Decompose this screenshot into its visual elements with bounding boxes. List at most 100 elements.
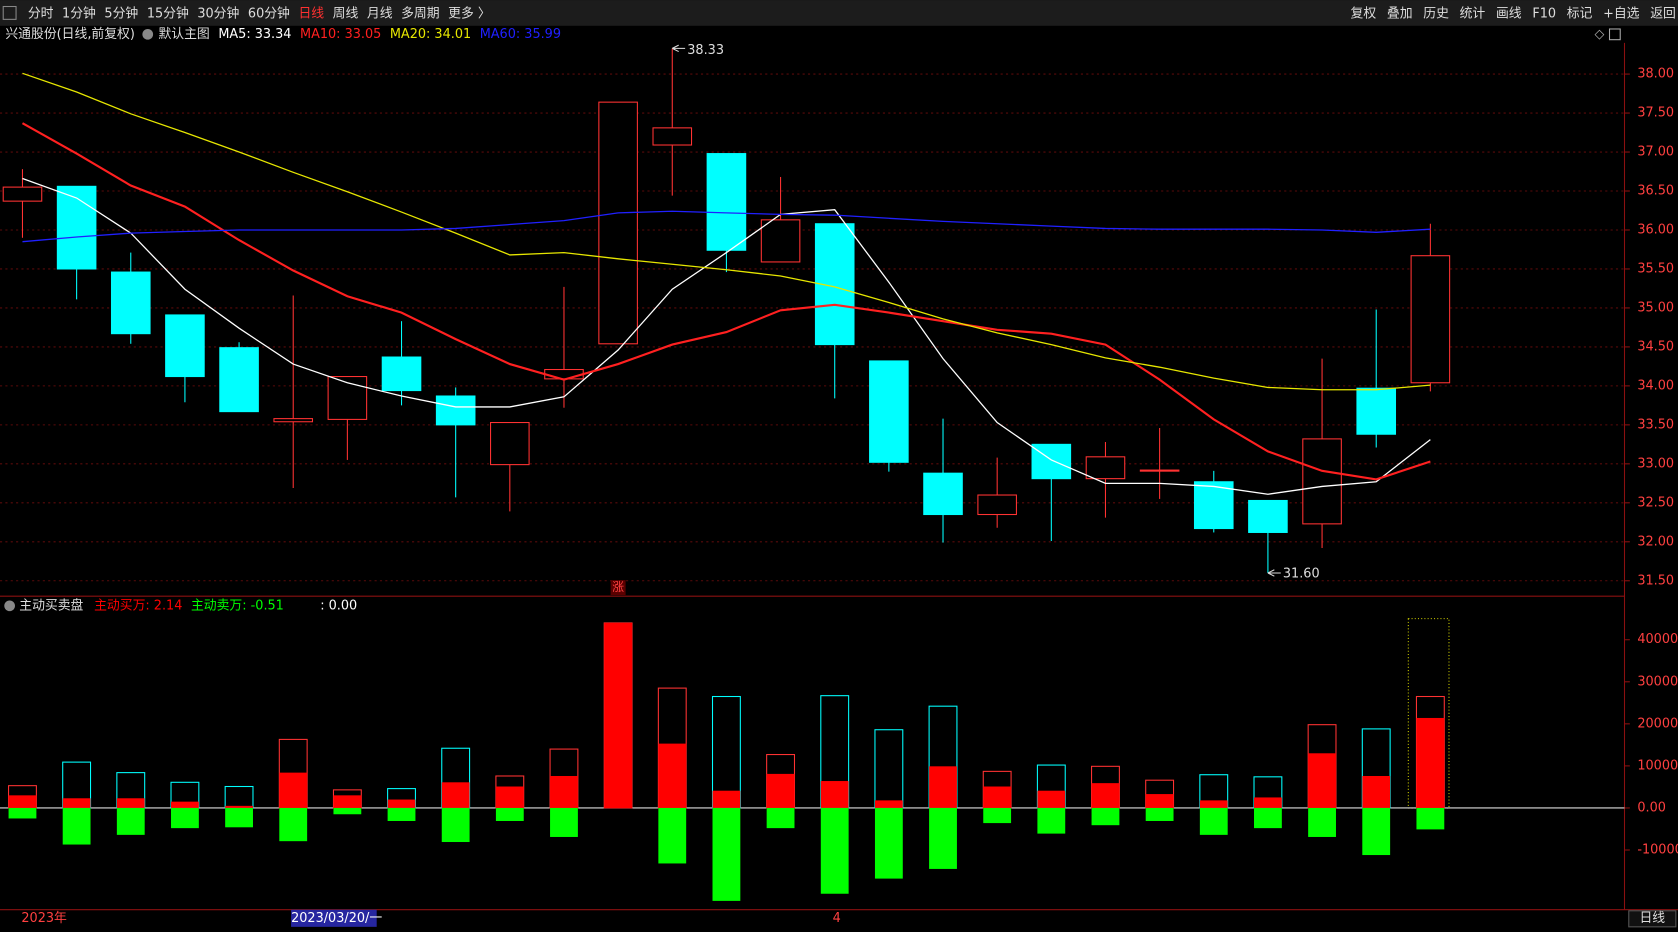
- buy-bar: [225, 805, 253, 808]
- x-tick-label: 4: [833, 911, 841, 926]
- sell-bar: [116, 807, 145, 835]
- sell-bar: [495, 807, 524, 821]
- min-arrow: [1267, 569, 1281, 577]
- candle-body: [869, 360, 909, 463]
- sell-bar: [225, 807, 253, 828]
- candle-body: [1302, 438, 1342, 525]
- x-tick-label: 2023/03/20/一: [291, 911, 382, 926]
- sell-bar: [1416, 807, 1445, 830]
- ma-line: [22, 210, 1431, 243]
- candle-body: [273, 418, 314, 423]
- tool-button[interactable]: 标记: [1567, 7, 1593, 22]
- sell-bar: [387, 807, 416, 821]
- sell-bar: [550, 807, 578, 837]
- tool-button[interactable]: 返回: [1650, 7, 1676, 22]
- buy-bar: [712, 790, 741, 808]
- sell-bar: [1199, 807, 1228, 835]
- sell-bar: [820, 807, 849, 894]
- buy-bar: [1362, 775, 1391, 808]
- buy-bar: [820, 781, 849, 808]
- y-tick-label: 0.00: [1637, 800, 1666, 815]
- candle-body: [544, 368, 584, 380]
- diamond-icon[interactable]: ◇: [1595, 27, 1605, 42]
- y-tick-label: 34.50: [1637, 339, 1674, 354]
- total-bar: [874, 729, 904, 809]
- tool-button[interactable]: 统计: [1460, 7, 1486, 22]
- candle-body: [652, 127, 693, 146]
- min-label: 31.60: [1283, 567, 1320, 582]
- y-tick-label: 10000: [1637, 758, 1678, 773]
- period-tab[interactable]: 更多 〉: [448, 7, 491, 22]
- y-tick-label: 35.50: [1637, 261, 1674, 276]
- tool-button[interactable]: 画线: [1496, 7, 1522, 22]
- period-tab[interactable]: 30分钟: [197, 6, 239, 22]
- tool-button[interactable]: F10: [1532, 7, 1556, 22]
- signal-box: [610, 580, 626, 596]
- candle-body: [1356, 387, 1397, 435]
- y-tick-label: 34.00: [1637, 378, 1674, 393]
- y-tick-label: 33.00: [1637, 456, 1674, 471]
- sell-bar: [1091, 807, 1120, 826]
- buy-bar: [116, 798, 145, 808]
- candle-body: [327, 375, 368, 420]
- main-icon: [142, 28, 154, 40]
- y-tick-label: 37.00: [1637, 145, 1674, 160]
- max-label: 38.33: [687, 43, 724, 58]
- tool-button[interactable]: +自选: [1603, 7, 1640, 22]
- period-tab[interactable]: 15分钟: [147, 6, 189, 22]
- buy-bar: [62, 798, 91, 808]
- sell-bar: [1308, 807, 1336, 837]
- buy-bar: [604, 622, 633, 808]
- y-tick-label: 36.50: [1637, 184, 1674, 199]
- buy-bar: [1416, 717, 1445, 808]
- sell-bar: [658, 807, 687, 864]
- sell-bar: [929, 807, 957, 869]
- period-tab[interactable]: 周线: [333, 7, 359, 22]
- buy-bar: [1145, 794, 1174, 808]
- tool-button[interactable]: 复权: [1351, 6, 1377, 22]
- period-tab[interactable]: 5分钟: [104, 6, 138, 22]
- buy-bar: [333, 795, 362, 808]
- period-tab[interactable]: 分时: [28, 7, 54, 22]
- buy-bar: [550, 775, 578, 808]
- candle-body: [219, 347, 259, 413]
- candle-body: [110, 271, 151, 335]
- tool-button[interactable]: 历史: [1423, 7, 1449, 22]
- candle-body: [760, 219, 801, 263]
- legend-entry: 主动卖万: -0.51: [191, 598, 284, 613]
- sell-bar: [171, 807, 199, 829]
- candle-body: [381, 356, 422, 392]
- period-tab[interactable]: 多周期: [401, 7, 439, 22]
- candle-body: [598, 101, 638, 345]
- sell-bar: [8, 807, 37, 819]
- ma-line: [21, 122, 1431, 481]
- sell-bar: [441, 807, 470, 843]
- legend-entry: MA60: 35.99: [480, 27, 561, 42]
- sell-bar: [983, 807, 1012, 824]
- candle-body: [490, 421, 530, 466]
- tool-button[interactable]: 叠加: [1387, 7, 1413, 22]
- window-icon[interactable]: [1608, 28, 1621, 41]
- cursor-date-bg: [291, 909, 377, 927]
- max-arrow: [672, 44, 686, 53]
- candle-body: [1031, 443, 1072, 480]
- candle-body: [923, 472, 963, 516]
- period-tab[interactable]: 1分钟: [62, 6, 96, 22]
- menu-icon[interactable]: [2, 5, 17, 20]
- buy-bar: [1308, 753, 1336, 808]
- y-tick-label: 32.00: [1637, 534, 1674, 549]
- chart-title: 兴通股份(日线,前复权): [5, 26, 135, 42]
- period-tab[interactable]: 日线: [298, 7, 324, 22]
- candle-body: [1248, 499, 1288, 533]
- candle-body: [56, 185, 97, 270]
- ma-line: [22, 72, 1431, 391]
- candle-body: [977, 494, 1017, 516]
- buy-bar: [658, 743, 687, 808]
- y-tick-label: 30000: [1637, 674, 1678, 689]
- buy-bar: [279, 772, 308, 808]
- period-tab[interactable]: 60分钟: [248, 6, 290, 22]
- legend-entry: 主动买万: 2.14: [94, 598, 182, 613]
- period-tab[interactable]: 月线: [367, 7, 393, 22]
- legend-entry: MA5: 33.34: [218, 27, 291, 42]
